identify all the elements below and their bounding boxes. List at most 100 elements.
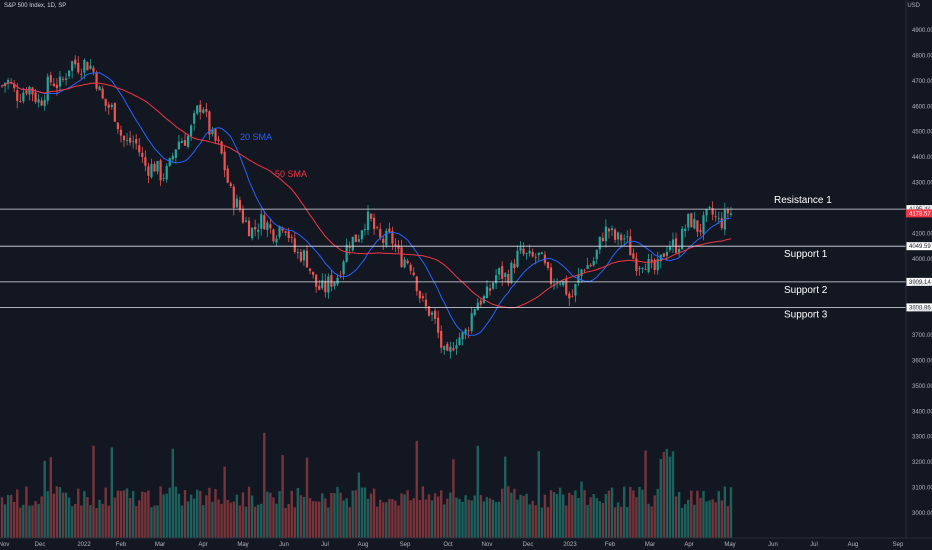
candle-body	[488, 288, 492, 291]
volume-bar	[70, 506, 74, 538]
volume-bar	[482, 501, 486, 538]
volume-bar	[537, 451, 540, 538]
candle-body	[687, 213, 690, 228]
volume-bar	[720, 500, 723, 538]
volume-bar	[586, 504, 589, 538]
candle-body	[305, 250, 309, 268]
y-tick-label: 4300.00	[912, 181, 932, 187]
candle-body	[125, 139, 129, 141]
volume-bar	[6, 494, 10, 538]
candle-body	[80, 73, 83, 75]
volume-bar	[635, 497, 638, 538]
candle-body	[373, 217, 376, 230]
candle-body	[617, 232, 620, 240]
candle-body	[635, 258, 638, 271]
candle-body	[196, 105, 199, 114]
candle-body	[199, 104, 202, 113]
volume-bar	[507, 486, 510, 538]
candle-body	[424, 299, 428, 307]
candle-body	[452, 348, 455, 351]
volume-bar	[363, 487, 367, 538]
volume-bar	[397, 505, 400, 538]
volume-bar	[156, 505, 159, 538]
candle-body	[10, 81, 13, 83]
volume-bar	[388, 498, 391, 538]
candle-body	[141, 152, 144, 157]
volume-bar	[565, 505, 568, 538]
candle-body	[729, 213, 733, 215]
candle-body	[107, 104, 110, 108]
candle-body	[49, 75, 52, 83]
candle-body	[495, 275, 498, 284]
candle-body	[382, 238, 385, 243]
volume-bar	[217, 499, 220, 538]
candle-body	[333, 282, 336, 287]
candle-body	[43, 99, 46, 106]
volume-bar	[461, 501, 464, 538]
candle-body	[312, 271, 315, 275]
candle-body	[409, 264, 412, 271]
y-tick-label: 4000.00	[912, 257, 932, 263]
x-tick-label: Sep	[893, 542, 904, 548]
volume-bar	[473, 495, 476, 538]
candle-body	[620, 234, 623, 241]
volume-bar	[440, 490, 443, 538]
candle-body	[510, 262, 513, 284]
candle-body	[193, 113, 196, 124]
candle-body	[7, 80, 10, 84]
volume-bar	[229, 502, 232, 538]
volume-bar	[467, 499, 470, 538]
volume-bar	[34, 501, 37, 538]
candle-body	[388, 228, 391, 232]
x-tick-label: Jul	[810, 542, 818, 548]
candle-body	[391, 230, 394, 244]
volume-bar	[372, 488, 376, 538]
candle-body	[168, 158, 171, 166]
volume-bar	[403, 494, 406, 538]
candle-body	[354, 234, 357, 243]
volume-bar	[324, 498, 327, 538]
candle-body	[681, 228, 684, 250]
volume-bar	[391, 498, 394, 538]
volume-bar	[125, 488, 129, 538]
candle-body	[138, 145, 141, 153]
candle-body	[61, 78, 65, 80]
volume-bar	[418, 499, 422, 538]
candle-body	[623, 238, 626, 240]
candle-body	[491, 282, 495, 289]
volume-bar	[281, 454, 284, 538]
volume-bar	[192, 498, 196, 538]
candle-body	[708, 206, 711, 209]
volume-bar	[3, 504, 7, 538]
candle-body	[485, 286, 489, 298]
candle-body	[278, 226, 281, 237]
candle-body	[632, 253, 635, 259]
volume-bar	[28, 505, 31, 538]
volume-bar	[345, 498, 348, 538]
volume-bar	[141, 491, 144, 538]
candle-body	[202, 109, 205, 113]
y-tick-label: 3000.00	[912, 511, 932, 517]
x-tick-label: Dec	[523, 542, 534, 548]
volume-bar	[653, 495, 656, 538]
volume-bar	[516, 499, 519, 538]
volume-bar	[74, 503, 77, 538]
candle-body	[321, 280, 324, 289]
candle-body	[690, 213, 693, 228]
candle-body	[455, 345, 458, 349]
volume-bar	[491, 499, 495, 538]
x-tick-label: Sep	[400, 542, 411, 548]
candle-body	[52, 83, 55, 87]
candle-body	[68, 70, 71, 77]
volume-bar	[305, 457, 309, 538]
candle-body	[153, 163, 156, 172]
volume-bar	[284, 507, 287, 538]
candle-body	[174, 149, 177, 158]
candle-body	[467, 330, 470, 332]
candle-body	[64, 78, 68, 80]
level-label: Support 2	[784, 285, 828, 296]
candle-body	[257, 229, 260, 232]
volume-bar	[662, 452, 666, 538]
volume-bar	[296, 487, 300, 538]
